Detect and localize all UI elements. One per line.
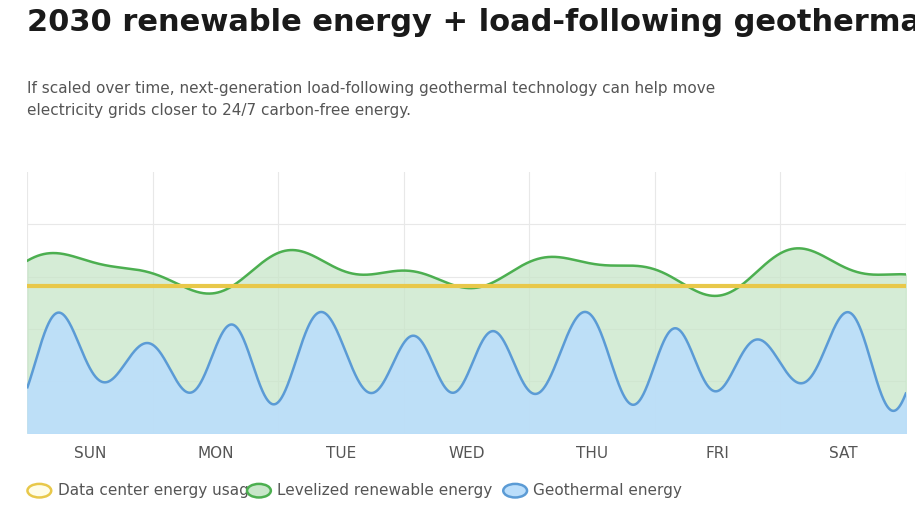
Text: 2030 renewable energy + load-following geothermal: 2030 renewable energy + load-following g… <box>27 8 915 37</box>
Text: If scaled over time, next-generation load-following geothermal technology can he: If scaled over time, next-generation loa… <box>27 81 716 118</box>
Text: Data center energy usage: Data center energy usage <box>58 483 258 498</box>
Text: Levelized renewable energy: Levelized renewable energy <box>277 483 492 498</box>
Text: Geothermal energy: Geothermal energy <box>533 483 683 498</box>
